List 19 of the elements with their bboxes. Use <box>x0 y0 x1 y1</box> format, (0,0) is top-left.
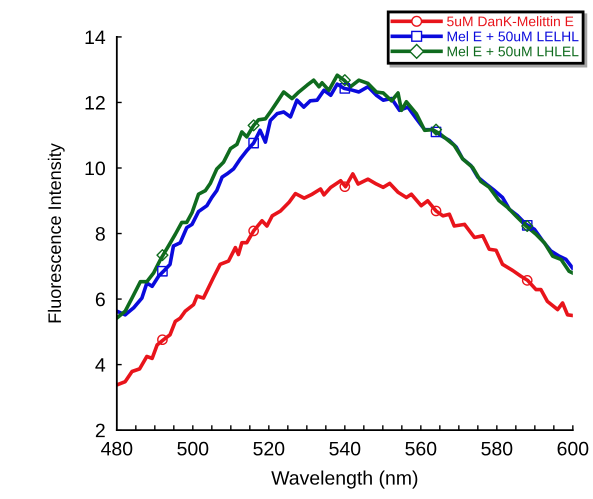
x-tick-label: 600 <box>558 442 588 456</box>
y-tick-label: 14 <box>86 30 106 44</box>
x-axis-title: Wavelength (nm) <box>271 470 418 489</box>
x-tick-label: 520 <box>253 442 284 456</box>
y-axis-title: Fluorescence Intensity <box>48 143 65 322</box>
x-tick-label: 500 <box>177 442 208 456</box>
y-tick-label: 8 <box>96 227 105 241</box>
x-tick-label: 580 <box>481 442 512 456</box>
legend-label: Mel E + 50uM LHLEL <box>448 46 578 56</box>
y-tick-label: 6 <box>96 292 105 306</box>
y-tick-label: 10 <box>86 161 105 176</box>
legend-label: Mel E + 50uM LELHL <box>448 31 578 42</box>
y-tick-label: 2 <box>96 424 105 438</box>
x-tick-label: 480 <box>101 442 132 456</box>
legend-label: 5uM DanK-Melittin E <box>447 16 574 26</box>
y-tick-label: 12 <box>86 96 105 110</box>
x-tick-label: 540 <box>329 442 360 456</box>
x-tick-label: 560 <box>405 442 436 456</box>
y-tick-label: 4 <box>95 358 106 372</box>
